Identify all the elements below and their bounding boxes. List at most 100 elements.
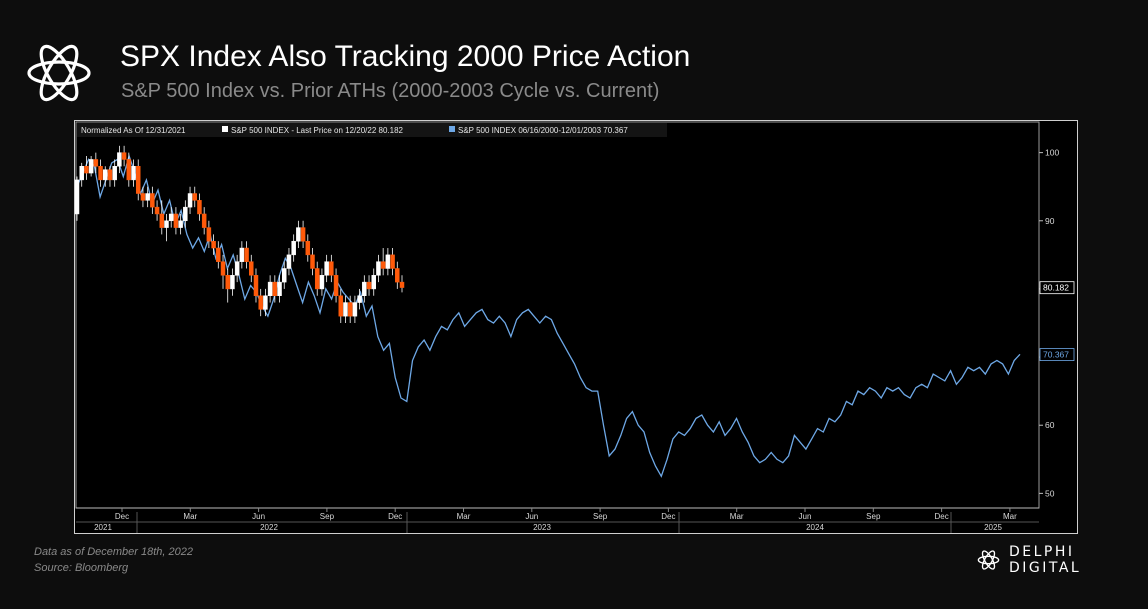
candle-body-up bbox=[362, 281, 367, 296]
last-value-tags: 80.182 70.367 bbox=[1039, 281, 1075, 361]
candle bbox=[98, 159, 103, 187]
candle bbox=[267, 275, 273, 303]
price-chart: Normalized As Of 12/31/2021 S&P 500 INDE… bbox=[75, 121, 1075, 533]
candle-body-down bbox=[314, 268, 320, 290]
x-month-label: Sep bbox=[866, 512, 881, 521]
candle bbox=[192, 186, 198, 208]
candle-body-up bbox=[88, 159, 94, 174]
last-value-line: 70.367 bbox=[1043, 350, 1069, 360]
candle bbox=[277, 275, 282, 303]
page-title: SPX Index Also Tracking 2000 Price Actio… bbox=[120, 40, 691, 73]
delphi-logo-icon bbox=[27, 44, 91, 102]
candle bbox=[93, 152, 99, 174]
candle bbox=[314, 261, 320, 296]
last-value-tag-line: 70.367 bbox=[1039, 348, 1075, 361]
candle-body-down bbox=[121, 152, 127, 160]
candle-body-down bbox=[216, 247, 221, 262]
candle-body-up bbox=[385, 254, 391, 269]
candle bbox=[357, 288, 362, 310]
candle-body-up bbox=[239, 247, 245, 262]
candle bbox=[300, 220, 306, 249]
candle-body-up bbox=[376, 261, 381, 276]
candle bbox=[135, 159, 141, 201]
candle bbox=[107, 166, 113, 187]
candle bbox=[239, 241, 245, 269]
x-month-label: Dec bbox=[934, 512, 948, 521]
candle-body-up bbox=[164, 220, 169, 228]
legend-swatch-blue bbox=[449, 126, 455, 132]
x-year-label: 2021 bbox=[94, 523, 112, 532]
candle-body-down bbox=[366, 281, 372, 290]
candle bbox=[380, 248, 386, 276]
candle bbox=[296, 220, 301, 249]
candle bbox=[362, 275, 367, 303]
candle-body-up bbox=[117, 152, 122, 167]
candle-body-down bbox=[126, 159, 132, 181]
x-month-label: Jun bbox=[525, 512, 538, 521]
candle-body-up bbox=[263, 295, 268, 310]
y-tick-label: 50 bbox=[1045, 488, 1055, 498]
candle-body-down bbox=[395, 268, 400, 283]
brand-signature: DELPHI DIGITAL bbox=[976, 544, 1148, 576]
candle-body-down bbox=[390, 254, 395, 269]
candle-body-down bbox=[225, 275, 230, 290]
candle-body-up bbox=[286, 254, 292, 269]
candle-body-down bbox=[84, 166, 89, 174]
candle-body-down bbox=[347, 302, 353, 317]
candle bbox=[272, 275, 278, 303]
x-month-label: Sep bbox=[320, 512, 335, 521]
legend-normalized: Normalized As Of 12/31/2021 bbox=[81, 126, 186, 135]
candle-body-up bbox=[230, 275, 235, 290]
candle bbox=[225, 268, 230, 303]
candle-body-down bbox=[206, 227, 212, 242]
candle bbox=[216, 241, 221, 269]
candle bbox=[84, 156, 89, 180]
candle-body-up bbox=[79, 166, 84, 181]
candle-body-down bbox=[98, 166, 103, 181]
y-tick-label: 60 bbox=[1045, 420, 1055, 430]
candle bbox=[131, 159, 136, 187]
candle-body-down bbox=[154, 206, 160, 215]
candle bbox=[168, 207, 174, 228]
candle-body-down bbox=[329, 261, 334, 276]
candle bbox=[187, 186, 193, 214]
x-month-label: Jun bbox=[799, 512, 812, 521]
candle-body-up bbox=[319, 275, 325, 290]
candle bbox=[310, 248, 315, 276]
candle-body-down bbox=[338, 295, 344, 317]
candle bbox=[197, 193, 202, 221]
candle bbox=[164, 213, 169, 242]
candle bbox=[234, 254, 240, 283]
candle bbox=[112, 159, 117, 187]
candle bbox=[230, 268, 235, 296]
candle-body-up bbox=[178, 220, 183, 228]
candle bbox=[305, 234, 311, 262]
candle-body-down bbox=[159, 213, 165, 228]
candle-body-up bbox=[168, 213, 174, 222]
candle bbox=[183, 200, 188, 228]
candle-body-down bbox=[192, 193, 198, 201]
candle-body-up bbox=[145, 193, 150, 201]
candle-body-up bbox=[281, 268, 287, 283]
candle-body-down bbox=[140, 193, 146, 201]
candle bbox=[376, 254, 381, 283]
candle bbox=[159, 200, 165, 235]
candle-body-up bbox=[296, 227, 301, 242]
series-line-2000-2003 bbox=[76, 153, 1021, 478]
candle-body-up bbox=[234, 261, 240, 276]
candle bbox=[399, 275, 405, 293]
x-month-label: Sep bbox=[593, 512, 608, 521]
candle bbox=[211, 234, 216, 255]
x-month-label: Mar bbox=[183, 512, 197, 521]
candle-body-up bbox=[112, 166, 117, 181]
x-year-label: 2023 bbox=[533, 523, 551, 532]
plot-area bbox=[75, 121, 1040, 509]
legend-series2: S&P 500 INDEX 06/16/2000-12/01/2003 70.3… bbox=[458, 126, 628, 135]
candle-body-up bbox=[277, 281, 282, 296]
candle-body-up bbox=[267, 281, 273, 296]
candle bbox=[75, 176, 80, 221]
candle-body-up bbox=[291, 240, 296, 256]
candle-body-up bbox=[75, 179, 80, 215]
candle bbox=[286, 248, 292, 276]
candle-body-down bbox=[197, 200, 202, 215]
